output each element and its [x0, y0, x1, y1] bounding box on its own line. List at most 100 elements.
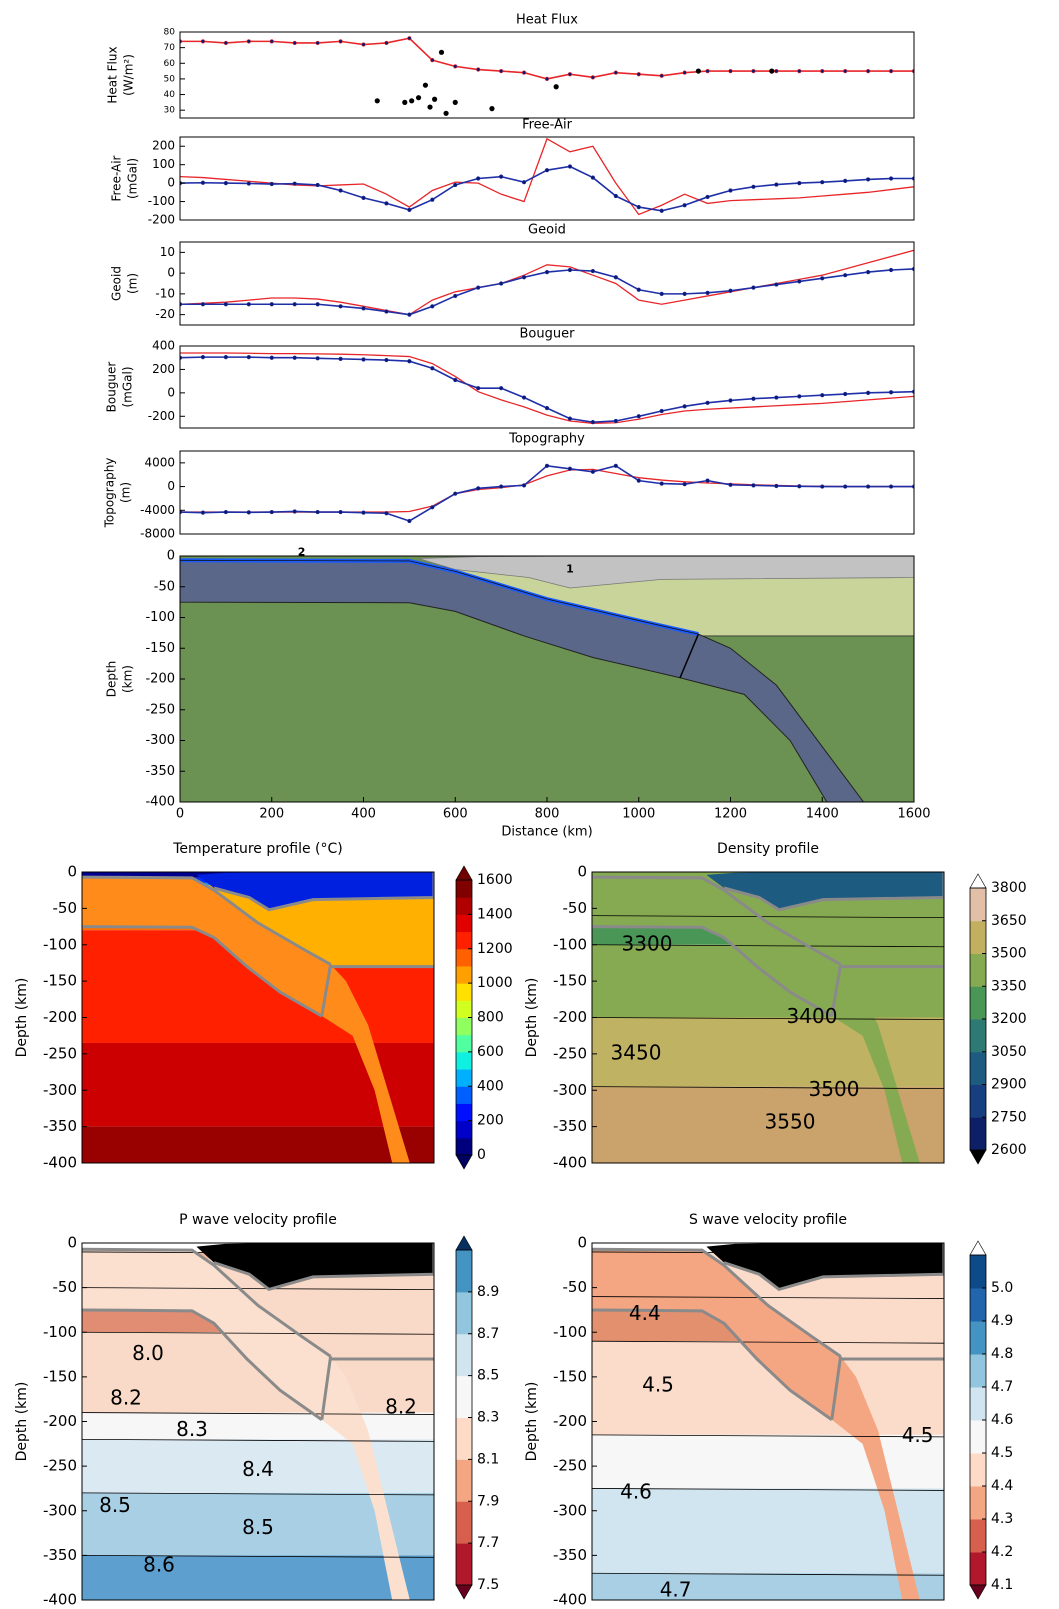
data-point [384, 309, 389, 314]
series-line [180, 356, 914, 423]
contour-label: 4.6 [620, 1479, 652, 1503]
y-tick-label: -350 [145, 764, 175, 779]
contour-line [592, 1086, 944, 1090]
colorbar-segment [456, 931, 472, 950]
data-point [613, 193, 618, 199]
slab-outline [82, 875, 332, 966]
y-tick-label: -150 [145, 641, 175, 656]
slab-outline [592, 875, 842, 966]
colorbar-tick-label: 7.9 [477, 1493, 499, 1509]
colorbar-tick-label: 8.9 [477, 1284, 499, 1300]
data-point [430, 197, 435, 202]
contour-line [592, 1017, 944, 1020]
y-axis-label: Bouguer [105, 362, 119, 413]
data-point [774, 282, 779, 287]
colorbar-segment [456, 914, 472, 933]
field-band [82, 1555, 434, 1600]
data-point [269, 39, 274, 44]
data-point [269, 302, 274, 307]
field-band [592, 1573, 944, 1600]
y-tick-label: -250 [145, 702, 175, 717]
y-tick-label: 100 [152, 157, 175, 171]
data-point [432, 96, 438, 102]
contour-label: 8.5 [99, 1493, 131, 1517]
data-point [797, 279, 802, 284]
data-point [315, 302, 320, 307]
crust-outline [213, 872, 434, 912]
y-tick-label: -200 [148, 409, 175, 423]
data-point [246, 39, 251, 44]
contour-label: 3550 [765, 1109, 816, 1133]
y-tick-label: -20 [155, 307, 175, 321]
contour-label: 8.3 [176, 1417, 208, 1441]
data-point [567, 164, 573, 169]
y-tick-label: 80 [164, 28, 176, 38]
data-point [797, 68, 802, 74]
data-point [427, 104, 433, 110]
contour-line [82, 1287, 434, 1291]
colorbar-tick-label: 8.3 [477, 1410, 499, 1426]
y-axis-label: (mGal) [126, 158, 140, 199]
y-tick-label: -4000 [140, 503, 175, 517]
data-point [843, 391, 848, 397]
data-point [521, 275, 527, 280]
colorbar-extend [455, 1235, 473, 1251]
data-point [338, 39, 343, 44]
y-tick-label: 4000 [144, 455, 175, 469]
data-point [769, 68, 775, 74]
data-point [338, 509, 343, 515]
x-tick-label: 1400 [806, 807, 839, 822]
y-tick-label: -200 [553, 1412, 587, 1430]
data-point [453, 293, 458, 299]
y-tick-label: 0 [167, 385, 175, 399]
colorbar-segment [456, 948, 472, 967]
data-point [544, 76, 550, 82]
data-point [682, 203, 687, 208]
data-point [866, 177, 871, 182]
colorbar-tick-label: 3500 [991, 946, 1027, 962]
data-point [407, 359, 412, 364]
y-tick-label: 0 [577, 1234, 587, 1252]
colorbar-extend [969, 1149, 987, 1165]
contour-label: 8.0 [132, 1341, 164, 1365]
contour-line [82, 1554, 434, 1558]
data-point [200, 355, 206, 360]
data-point [453, 377, 458, 383]
y-tick-label: -350 [553, 1546, 587, 1564]
data-point [489, 106, 495, 112]
y-tick-label: -150 [43, 972, 77, 990]
data-point [866, 68, 871, 74]
y-tick-label: -50 [154, 579, 175, 594]
colorbar-segment [970, 1019, 986, 1053]
colorbar-tick-label: 3650 [991, 913, 1027, 929]
data-point [659, 481, 664, 486]
data-point [223, 302, 228, 307]
colorbar-tick-label: 2600 [991, 1142, 1027, 1158]
colorbar-segment [456, 1103, 472, 1122]
colorbar-segment [970, 1552, 986, 1586]
y-tick-label: -400 [145, 795, 175, 810]
series-line [180, 268, 914, 316]
colorbar-segment [970, 1288, 986, 1322]
y-tick-label: -150 [43, 1367, 77, 1385]
region-label: 1 [566, 563, 574, 576]
data-point [636, 204, 641, 210]
slab-outline [82, 1247, 332, 1358]
data-point [820, 393, 825, 398]
y-tick-label: -250 [43, 1044, 77, 1062]
data-point [499, 386, 504, 391]
colorbar-segment [456, 1034, 472, 1053]
data-point [361, 195, 366, 200]
colorbar-segment [456, 1375, 472, 1418]
series-line [180, 249, 914, 316]
y-tick-label: -300 [43, 1501, 77, 1519]
contour-label: 4.7 [660, 1578, 692, 1602]
data-point [430, 58, 435, 63]
contour-label: 3400 [787, 1004, 838, 1028]
axes-frame [591, 871, 945, 1164]
y-tick-label: -300 [43, 1081, 77, 1099]
data-point [613, 418, 618, 424]
y-tick-label: 0 [167, 176, 175, 190]
data-point [590, 420, 595, 425]
